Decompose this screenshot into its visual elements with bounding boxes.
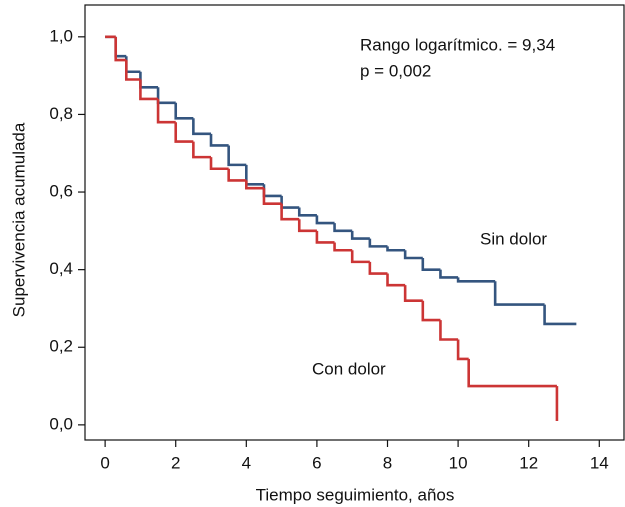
step-segment — [227, 168, 247, 182]
step-segment — [280, 195, 300, 209]
step-segment — [209, 157, 229, 171]
step-segment — [245, 164, 264, 186]
x-tick-label: 0 — [100, 453, 109, 472]
step-segment — [421, 300, 441, 322]
y-tick-label: 0,0 — [49, 414, 73, 433]
step-segment — [156, 98, 176, 124]
x-tick-label: 4 — [242, 453, 251, 472]
step-segment — [421, 258, 441, 271]
x-tick-label: 14 — [590, 453, 609, 472]
annotation: Rango logarítmico. = 9,34 — [360, 35, 555, 54]
step-segment — [114, 36, 127, 62]
y-tick-label: 0,8 — [49, 104, 73, 123]
step-segment — [456, 339, 469, 361]
y-axis-label: Supervivencia acumulada — [9, 122, 28, 317]
step-segment — [368, 238, 388, 248]
step-segment — [439, 320, 459, 341]
step-segment — [124, 60, 141, 81]
step-segment — [386, 246, 406, 252]
annotation: p = 0,002 — [360, 61, 431, 80]
step-segment — [333, 223, 353, 233]
step-segment — [315, 230, 335, 244]
step-segment — [227, 145, 247, 167]
step-segment — [209, 133, 229, 147]
step-segment — [368, 261, 388, 275]
step-segment — [386, 273, 406, 287]
plot-frame — [84, 4, 625, 441]
step-segment — [124, 56, 141, 74]
step-segment — [139, 79, 159, 101]
step-segment — [245, 180, 264, 190]
step-segment — [297, 207, 317, 217]
step-segment — [543, 304, 577, 326]
x-tick-label: 10 — [449, 453, 468, 472]
y-tick-label: 0,4 — [49, 259, 73, 278]
step-segment — [350, 230, 370, 240]
x-tick-label: 6 — [312, 453, 321, 472]
step-segment — [333, 242, 353, 252]
step-segment — [262, 188, 282, 205]
step-segment — [174, 122, 194, 143]
step-segment — [467, 358, 557, 388]
step-segment — [114, 36, 127, 58]
step-segment — [262, 184, 282, 198]
step-segment — [403, 285, 423, 302]
step-segment — [192, 141, 212, 159]
step-segment — [403, 250, 423, 260]
step-segment — [156, 87, 176, 105]
step-segment — [456, 277, 496, 283]
step-segment — [174, 102, 194, 120]
x-tick-label: 12 — [519, 453, 538, 472]
step-segment — [350, 250, 370, 264]
step-segment — [439, 269, 459, 279]
step-segment — [280, 203, 300, 221]
step-segment — [493, 281, 545, 306]
series-label: Sin dolor — [480, 229, 547, 248]
x-tick-label: 8 — [383, 453, 392, 472]
step-segment — [297, 219, 317, 233]
step-segment — [139, 71, 159, 89]
x-tick-label: 2 — [171, 453, 180, 472]
step-segment — [192, 118, 212, 136]
step-segment — [315, 215, 335, 225]
y-tick-label: 1,0 — [49, 26, 73, 45]
y-tick-label: 0,6 — [49, 182, 73, 201]
x-axis-label: Tiempo seguimiento, años — [256, 485, 455, 504]
y-tick-label: 0,2 — [49, 337, 73, 356]
series-label: Con dolor — [312, 359, 386, 378]
